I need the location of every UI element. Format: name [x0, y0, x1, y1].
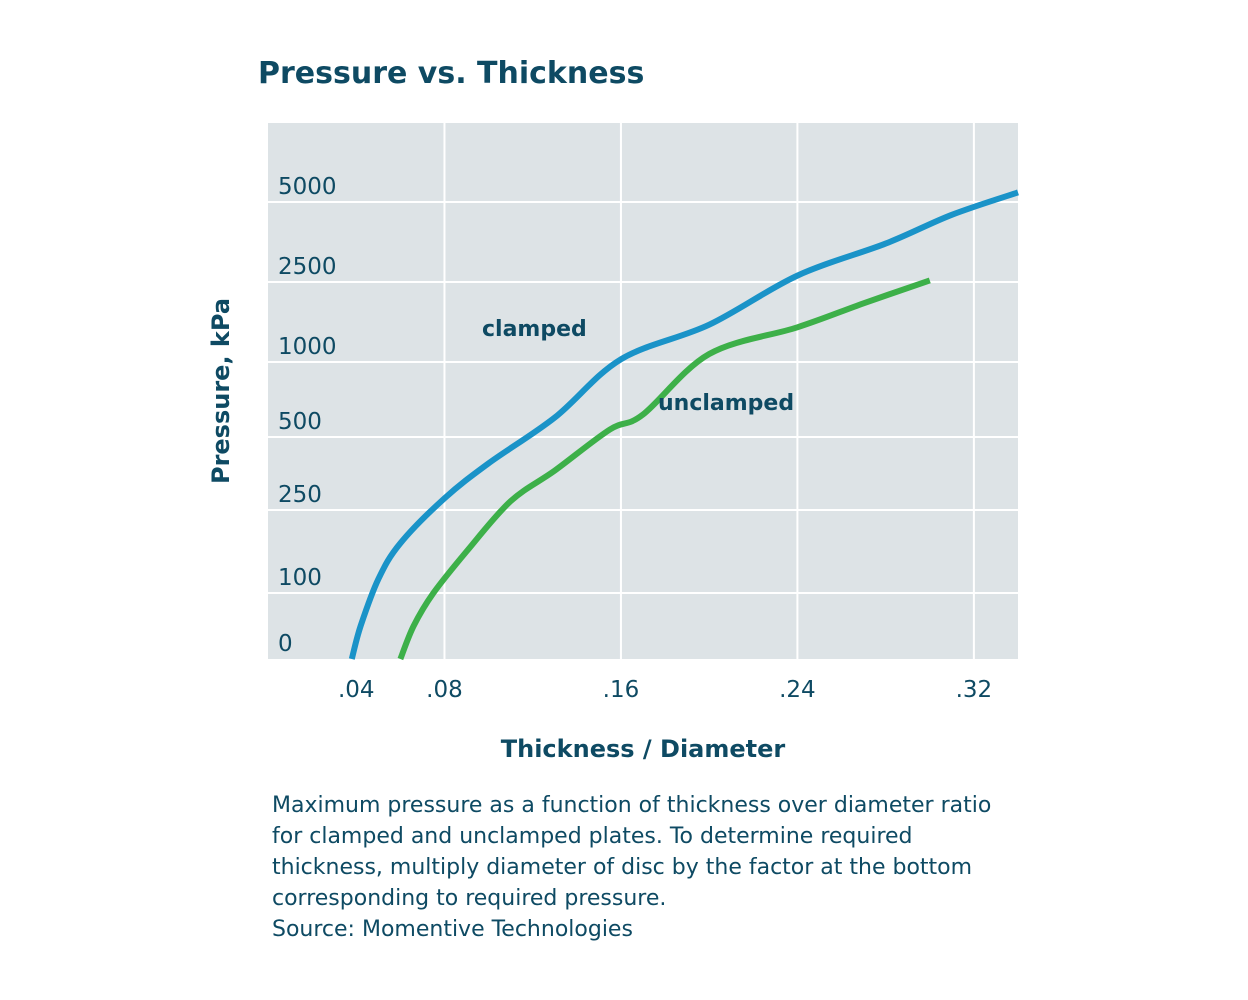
y-tick-label: 500	[278, 409, 322, 435]
caption-line: corresponding to required pressure.	[272, 886, 667, 911]
x-tick-label: .32	[956, 677, 993, 703]
chart-caption: Maximum pressure as a function of thickn…	[272, 790, 1032, 945]
chart-title: Pressure vs. Thickness	[258, 56, 644, 91]
y-axis-ticks: 0 100 250 500 1000 2500 5000	[278, 174, 337, 657]
x-tick-label: .04	[338, 677, 375, 703]
series-line-clamped	[348, 189, 1019, 660]
caption-line: Maximum pressure as a function of thickn…	[272, 793, 992, 818]
caption-line: for clamped and unclamped plates. To det…	[272, 824, 913, 849]
series-lines	[348, 189, 1019, 661]
series-line-unclamped	[397, 277, 931, 661]
grid-lines	[268, 123, 1018, 659]
y-tick-label: 5000	[278, 174, 337, 200]
x-tick-label: .24	[779, 677, 816, 703]
y-tick-label: 100	[278, 565, 322, 591]
y-axis-label: Pressure, kPa	[207, 298, 235, 484]
x-tick-label: .16	[603, 677, 640, 703]
x-tick-label: .08	[426, 677, 463, 703]
y-tick-label: 1000	[278, 334, 337, 360]
y-tick-label: 250	[278, 482, 322, 508]
y-tick-label: 0	[278, 631, 293, 657]
x-axis-ticks: .04 .08 .16 .24 .32	[338, 677, 992, 703]
caption-line: thickness, multiply diameter of disc by …	[272, 855, 973, 880]
series-label-clamped: clamped	[482, 317, 587, 342]
x-axis-label: Thickness / Diameter	[501, 735, 786, 763]
y-tick-label: 2500	[278, 254, 337, 280]
caption-source: Source: Momentive Technologies	[272, 917, 633, 942]
series-label-unclamped: unclamped	[658, 391, 794, 416]
plot-area	[268, 123, 1018, 659]
